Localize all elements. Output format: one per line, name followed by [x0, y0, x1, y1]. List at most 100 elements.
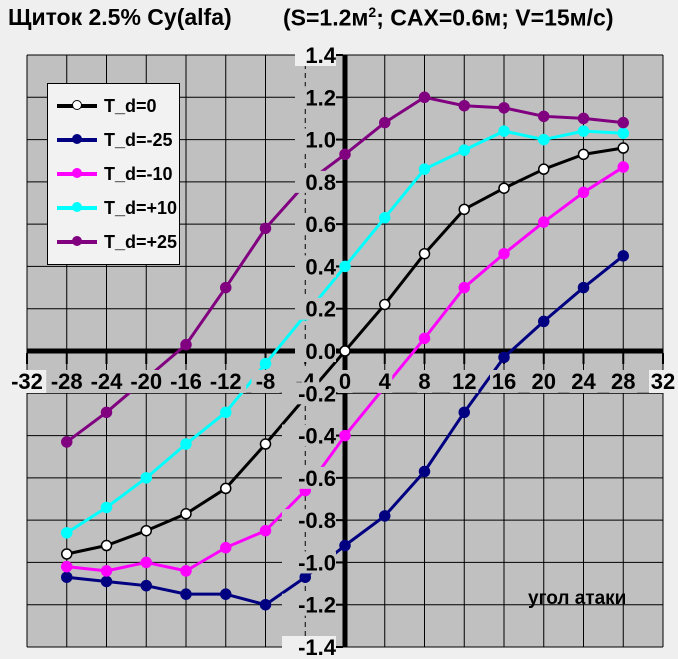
legend-item-T_d=+25: T_d=+25 — [48, 225, 179, 259]
y-tick-label: 0.8 — [305, 170, 336, 195]
data-point-marker — [498, 125, 510, 137]
y-tick-label: -0.8 — [298, 508, 336, 533]
x-tick-label: -32 — [11, 369, 43, 394]
data-point-marker — [259, 524, 272, 537]
data-point-marker — [259, 222, 272, 235]
data-point-marker — [61, 571, 73, 583]
x-axis-title: угол атаки — [528, 588, 627, 609]
data-point-marker — [180, 338, 192, 351]
data-point-marker — [180, 508, 192, 520]
legend-line-marker-icon — [57, 168, 97, 178]
legend-label: T_d=+10 — [104, 197, 178, 218]
x-tick-label: 28 — [611, 369, 635, 394]
data-point-marker — [498, 102, 510, 114]
legend-line-marker-icon — [57, 134, 97, 144]
x-tick-label: 20 — [532, 369, 556, 394]
chart-subtitle: (S=1.2м2; CAX=0.6м; V=15м/с) — [283, 4, 614, 31]
data-point-marker — [339, 429, 351, 442]
x-tick-label: 32 — [651, 369, 675, 394]
x-tick-label: 24 — [571, 369, 596, 394]
data-point-marker — [100, 501, 113, 514]
y-tick-label: -0.4 — [298, 424, 337, 449]
axis-labels: -32 -28 -24 -20 -16 -12 -8 -4 0 4 8 12 16 20 24 28 321.4… — [6, 43, 677, 659]
data-point-marker — [418, 247, 431, 260]
legend-item-T_d=+10: T_d=+10 — [48, 191, 179, 225]
data-point-marker — [458, 144, 470, 156]
y-tick-label: 0.2 — [305, 297, 336, 322]
data-point-marker — [140, 556, 152, 569]
legend-line-marker-icon — [57, 100, 97, 110]
data-point-marker — [418, 332, 431, 345]
data-point-marker — [180, 565, 192, 577]
legend-label: T_d=0 — [104, 95, 157, 116]
data-point-marker — [220, 482, 232, 495]
legend-item-T_d=0: T_d=0 — [48, 89, 179, 123]
data-point-marker — [220, 588, 232, 600]
data-point-marker — [140, 472, 152, 484]
data-point-marker — [617, 142, 629, 154]
data-point-marker — [379, 510, 391, 522]
data-point-marker — [418, 465, 431, 478]
x-tick-label: 0 — [339, 369, 351, 394]
data-point-marker — [577, 186, 590, 199]
x-tick-label: -20 — [130, 369, 162, 394]
x-tick-label: -28 — [51, 369, 83, 394]
data-point-marker — [100, 406, 113, 419]
series-T_d=+10 — [61, 125, 629, 539]
data-point-marker — [100, 539, 113, 552]
x-tick-label: -12 — [210, 369, 242, 394]
data-point-marker — [617, 116, 629, 129]
data-point-marker — [538, 110, 550, 123]
data-point-marker — [100, 565, 113, 577]
data-point-marker — [259, 438, 272, 450]
data-point-marker — [418, 91, 431, 104]
data-point-marker — [458, 281, 470, 294]
data-point-marker — [259, 598, 272, 611]
legend-label: T_d=+25 — [104, 231, 178, 252]
data-point-marker — [418, 163, 431, 175]
y-tick-label: -0.2 — [298, 381, 336, 406]
legend-item-T_d=-10: T_d=-10 — [48, 157, 179, 191]
x-tick-label: -16 — [170, 369, 202, 394]
data-point-marker — [577, 112, 590, 125]
data-point-marker — [498, 351, 510, 364]
legend-label: T_d=-25 — [104, 129, 173, 150]
data-point-marker — [577, 148, 590, 161]
data-point-marker — [617, 127, 629, 139]
y-tick-label: -1.4 — [298, 635, 337, 659]
x-tick-label: 8 — [418, 369, 430, 394]
data-point-marker — [339, 260, 351, 273]
data-point-marker — [61, 560, 73, 573]
data-point-marker — [61, 527, 73, 539]
data-point-marker — [458, 406, 470, 419]
data-point-marker — [458, 99, 470, 112]
data-point-marker — [61, 436, 73, 448]
data-point-marker — [538, 216, 550, 228]
data-point-marker — [100, 575, 113, 588]
data-point-marker — [577, 281, 590, 294]
y-tick-label: -1.2 — [298, 593, 336, 618]
data-point-marker — [538, 163, 550, 175]
data-point-marker — [538, 315, 550, 328]
x-tick-label: -24 — [91, 369, 124, 394]
x-tick-label: -8 — [256, 369, 276, 394]
chart-title: Щиток 2.5% Cy(alfa) — [8, 4, 232, 30]
data-point-marker — [458, 203, 470, 216]
data-point-marker — [259, 357, 272, 370]
x-tick-label: 12 — [452, 369, 476, 394]
data-point-marker — [339, 539, 351, 552]
data-point-marker — [617, 161, 629, 173]
legend-line-marker-icon — [57, 202, 97, 212]
legend-label: T_d=-10 — [104, 163, 173, 184]
data-point-marker — [180, 438, 192, 450]
legend-line-marker-icon — [57, 236, 97, 246]
y-tick-label: 0.0 — [305, 339, 336, 364]
data-point-marker — [339, 345, 351, 357]
plot-area: -32 -28 -24 -20 -16 -12 -8 -4 0 4 8 12 16 20 24 28 321.4… — [6, 43, 677, 659]
x-tick-label: 16 — [492, 369, 516, 394]
data-point-marker — [379, 212, 391, 224]
legend: T_d=0 T_d=-25 T_d=-10 T_d=+10 T_d=+25 — [47, 83, 180, 265]
data-point-marker — [61, 548, 73, 560]
data-point-marker — [498, 247, 510, 260]
